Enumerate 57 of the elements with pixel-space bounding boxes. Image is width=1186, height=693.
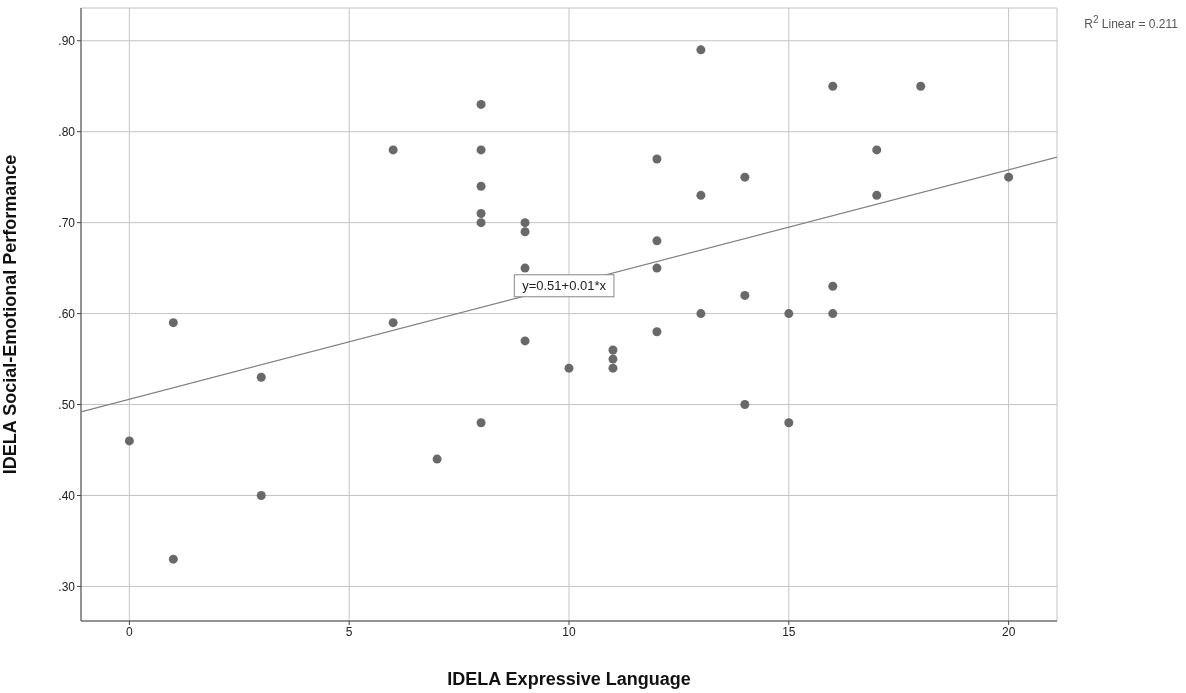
y-tick-label: .70 [58, 215, 76, 230]
point [608, 363, 618, 373]
point [608, 345, 618, 355]
point [828, 281, 838, 291]
point [388, 318, 398, 328]
point [476, 99, 486, 109]
annotation: y=0.51+0.01*x [522, 278, 607, 294]
y-tick-label: .40 [58, 488, 76, 503]
x-tick-label: 0 [126, 624, 134, 639]
point [564, 363, 574, 373]
point [872, 145, 882, 155]
point [652, 327, 662, 337]
point [124, 436, 134, 446]
point [740, 400, 750, 410]
point [652, 236, 662, 246]
point [1004, 172, 1014, 182]
point [740, 290, 750, 300]
x-tick-label: 5 [345, 624, 353, 639]
text: R$^{2}$ Linear = 0.211 [1084, 14, 1178, 31]
x-tick-label: 20 [1001, 624, 1016, 639]
point [652, 263, 662, 273]
point [872, 190, 882, 200]
point [168, 318, 178, 328]
point [784, 418, 794, 428]
point [520, 336, 530, 346]
x-tick-label: 10 [562, 624, 576, 639]
point [520, 227, 530, 237]
point [256, 490, 266, 500]
point [696, 45, 706, 55]
point [696, 309, 706, 319]
point [432, 454, 442, 464]
point [476, 209, 486, 219]
y-tick-label: .30 [58, 579, 76, 594]
x-tick-label: 15 [782, 624, 796, 639]
point [652, 154, 662, 164]
point [696, 190, 706, 200]
point [740, 172, 750, 182]
point [256, 372, 266, 382]
x-axis-title: IDELA Expressive Language [447, 669, 691, 689]
point [476, 418, 486, 428]
point [916, 81, 926, 91]
point [828, 309, 838, 319]
point [520, 263, 530, 273]
y-tick-label: .90 [58, 34, 76, 48]
point [476, 181, 486, 191]
point [784, 309, 794, 319]
y-tick-label: .80 [58, 124, 76, 139]
y-tick-label: .50 [58, 397, 76, 412]
y-tick-label: .60 [58, 306, 76, 321]
point [388, 145, 398, 155]
y-axis-title: IDELA Social-Emotional Performance [0, 154, 21, 475]
point [476, 145, 486, 155]
point [608, 354, 618, 364]
point [828, 81, 838, 91]
point [168, 554, 178, 564]
point [476, 218, 486, 228]
point [520, 218, 530, 228]
